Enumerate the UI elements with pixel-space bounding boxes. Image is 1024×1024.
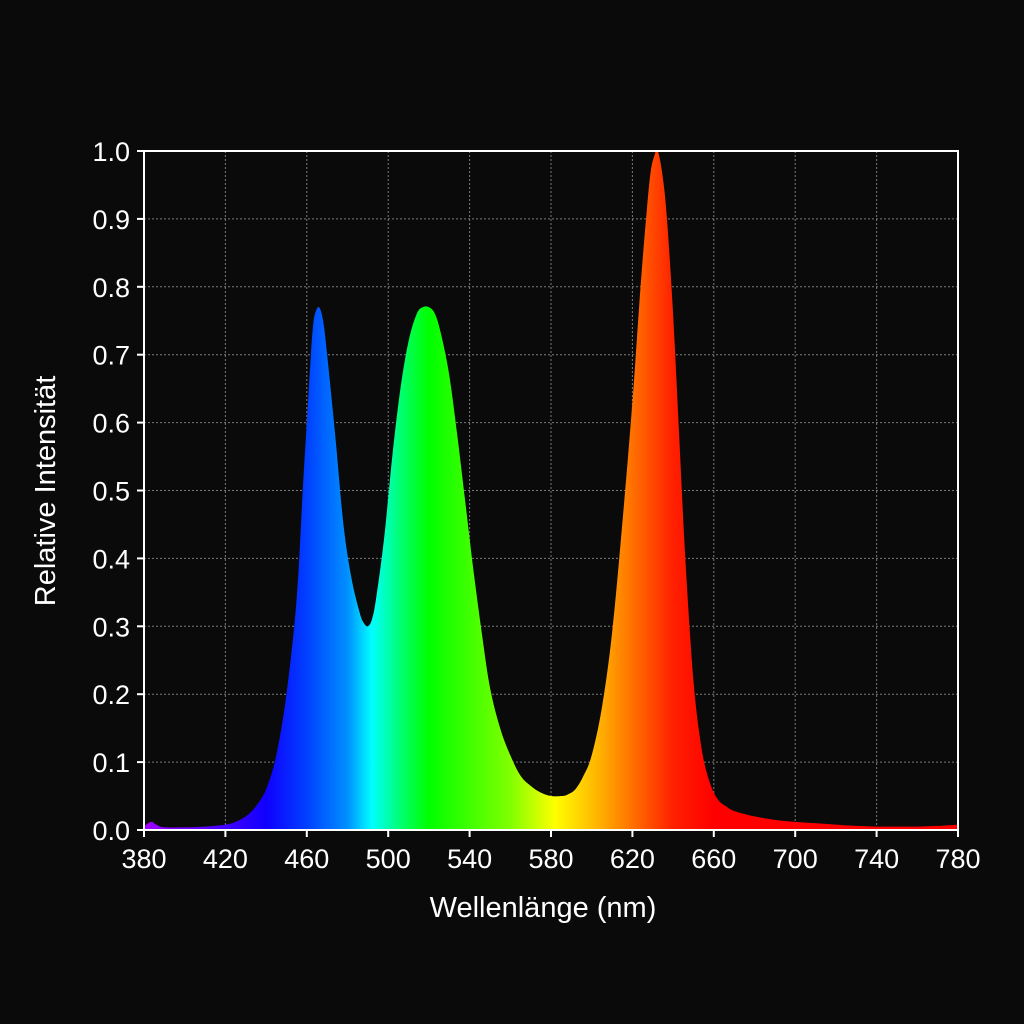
y-tick-label: 0.6 (92, 409, 130, 439)
y-tick-label: 0.7 (92, 341, 130, 371)
x-tick-label: 580 (528, 844, 573, 874)
x-tick-label: 420 (203, 844, 248, 874)
y-tick-label: 0.2 (92, 680, 130, 710)
y-tick-label: 0.9 (92, 205, 130, 235)
y-axis-label: Relative Intensität (30, 376, 62, 607)
x-tick-label: 780 (935, 844, 980, 874)
x-axis-label: Wellenlänge (nm) (430, 892, 657, 924)
y-tick-label: 0.0 (92, 816, 130, 846)
y-tick-label: 0.3 (92, 612, 130, 642)
x-tick-label: 660 (691, 844, 736, 874)
y-tick-label: 0.4 (92, 544, 130, 574)
spectrum-area (144, 151, 958, 830)
x-tick-label: 540 (447, 844, 492, 874)
y-tick-label: 0.8 (92, 273, 130, 303)
y-axis-ticks: 0.0 0.1 0.2 0.3 0.4 0.5 0.6 0.7 0.8 0.9 1.0 (92, 137, 144, 846)
y-tick-label: 0.5 (92, 477, 130, 507)
y-tick-label: 1.0 (92, 137, 130, 167)
x-tick-label: 380 (121, 844, 166, 874)
x-axis-ticks: 380 420 460 500 540 580 620 660 700 740 780 (121, 830, 981, 874)
x-tick-label: 500 (366, 844, 411, 874)
x-tick-label: 460 (284, 844, 329, 874)
x-tick-label: 620 (610, 844, 655, 874)
y-tick-label: 0.1 (92, 748, 130, 778)
x-tick-label: 700 (773, 844, 818, 874)
x-tick-label: 740 (854, 844, 899, 874)
